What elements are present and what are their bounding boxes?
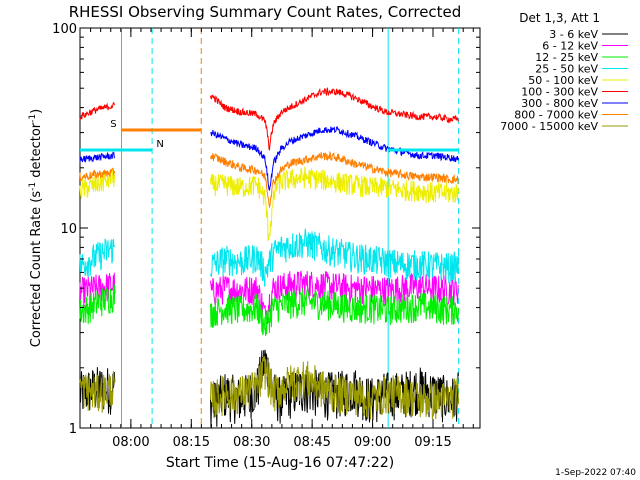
y-axis-label-sup2: -1 bbox=[28, 114, 38, 123]
plot-area: SN bbox=[79, 27, 481, 429]
y-axis-label-mid: detector bbox=[29, 122, 44, 182]
series-line-9 bbox=[79, 355, 459, 420]
y-axis-label-main: Corrected Count Rate (s bbox=[29, 191, 44, 348]
annotation-label-S: S bbox=[110, 119, 116, 130]
series-line-3 bbox=[79, 284, 459, 337]
vertical-markers bbox=[120, 28, 460, 428]
x-tick-label: 09:15 bbox=[414, 435, 451, 450]
x-axis: 08:00 08:15 08:30 08:45 09:00 09:15 bbox=[90, 28, 474, 450]
legend-title: Det 1,3, Att 1 bbox=[519, 11, 600, 25]
legend-label-7: 300 - 800 keV bbox=[521, 97, 598, 110]
legend-label-4: 25 - 50 keV bbox=[535, 63, 598, 76]
legend-label-5: 50 - 100 keV bbox=[528, 74, 598, 87]
series-line-1 bbox=[79, 349, 459, 429]
y-tick-label: 1 bbox=[69, 422, 77, 437]
y-tick-label: 10 bbox=[60, 222, 77, 237]
series-line-2 bbox=[79, 270, 459, 330]
x-tick-label: 08:15 bbox=[173, 435, 210, 450]
y-axis: 1 10 100 bbox=[52, 22, 480, 437]
legend-label-2: 6 - 12 keV bbox=[542, 40, 598, 53]
chart-title: RHESSI Observing Summary Count Rates, Co… bbox=[69, 3, 462, 21]
legend-label-1: 3 - 6 keV bbox=[549, 28, 598, 41]
legend-label-9: 7000 - 15000 keV bbox=[500, 120, 598, 133]
x-tick-label: 08:45 bbox=[293, 435, 330, 450]
x-tick-label: 08:00 bbox=[112, 435, 149, 450]
series-layer bbox=[79, 87, 459, 429]
series-line-5 bbox=[79, 166, 459, 242]
series-line-6 bbox=[79, 87, 459, 151]
annotation-label-N: N bbox=[156, 139, 163, 150]
x-tick-label: 08:30 bbox=[233, 435, 270, 450]
generated-timestamp: 1-Sep-2022 07:40 bbox=[555, 468, 636, 478]
x-tick-label: 09:00 bbox=[354, 435, 391, 450]
series-line-8 bbox=[79, 150, 459, 209]
legend-label-3: 12 - 25 keV bbox=[535, 51, 598, 64]
y-axis-label-end: ) bbox=[29, 109, 44, 114]
legend-label-8: 800 - 7000 keV bbox=[514, 109, 598, 122]
x-axis-label: Start Time (15-Aug-16 07:47:22) bbox=[166, 455, 394, 471]
series-line-4 bbox=[79, 228, 459, 287]
legend-label-6: 100 - 300 keV bbox=[521, 86, 598, 99]
y-axis-label: Corrected Count Rate (s-1 detector-1) bbox=[28, 109, 44, 347]
annotation-layer: SN bbox=[80, 119, 459, 152]
series-line-7 bbox=[79, 126, 459, 191]
y-axis-label-sup1: -1 bbox=[28, 182, 38, 191]
y-tick-label: 100 bbox=[52, 22, 77, 37]
